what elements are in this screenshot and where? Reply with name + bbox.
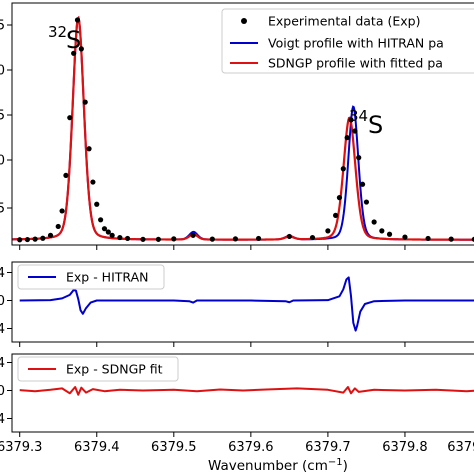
exp-data-point	[59, 208, 65, 214]
exp-data-point	[90, 179, 96, 185]
exp-data-point	[471, 236, 474, 242]
exp-data-point	[448, 236, 454, 242]
exp-data-point	[333, 212, 339, 218]
exp-data-point	[371, 219, 377, 225]
exp-data-point	[74, 17, 81, 23]
exp-data-point	[190, 232, 196, 238]
exp-data-point	[78, 46, 84, 52]
exp-data-point	[171, 236, 177, 242]
annotation-34s-element: S	[368, 111, 383, 139]
x-tick-label: 6379.3	[0, 440, 42, 455]
legend-exp-label: Experimental data (Exp)	[268, 14, 420, 29]
exp-data-point	[425, 235, 431, 242]
legend-exp-hitran-label: Exp - HITRAN	[66, 270, 149, 285]
exp-data-point	[101, 226, 108, 232]
exp-data-point	[55, 223, 61, 230]
exp-data-point	[402, 234, 408, 240]
spectrum-panel: .5 .0 .5 .0 .5 32 S 34 S Experimental data (…	[0, 2, 474, 246]
residual-hitran-frame	[11, 261, 474, 343]
residual-sdngp-legend-box	[17, 356, 179, 382]
annotation-34s: 34 S	[349, 107, 383, 139]
exp-data-point	[140, 236, 146, 242]
exp-data-point	[209, 236, 215, 242]
residual-y-tick-label: 0	[0, 294, 5, 309]
exp-data-point	[359, 181, 366, 187]
residual-hitran-legend-box	[17, 264, 165, 290]
exp-data-point	[336, 195, 343, 201]
main-y-tick-label: .5	[0, 19, 5, 34]
x-tick-label: 6379.6	[228, 440, 274, 455]
legend-exp-marker	[241, 18, 247, 24]
spectrum-panel-frame	[11, 2, 474, 246]
exp-data-point	[352, 128, 358, 134]
exp-data-point	[344, 135, 350, 141]
x-tick-label: 6379.7	[305, 440, 351, 455]
x-tick-label: 6379.8	[382, 440, 428, 455]
annotation-32s: 32 S	[48, 23, 81, 54]
x-axis-label-main: Wavenumber (cm	[208, 458, 328, 474]
exp-data-point	[105, 229, 111, 235]
main-legend: Experimental data (Exp) Voigt profile wi…	[221, 8, 474, 74]
exp-data-point	[356, 155, 362, 161]
x-tick-label: 6379.5	[151, 440, 197, 455]
residual-hitran-panel: 4 0 4 Exp - HITRAN	[0, 261, 474, 343]
exp-data-point	[348, 117, 354, 123]
exp-data-point	[82, 99, 88, 105]
x-axis-label-end: )	[343, 458, 348, 474]
residual-y-tick-label: 0	[0, 384, 5, 399]
x-tick-label: 6379.9	[447, 440, 474, 455]
exp-data-point	[17, 237, 23, 243]
exp-data-point	[155, 236, 161, 242]
main-y-tick-label: .5	[0, 109, 5, 124]
residual-line-r2	[19, 386, 474, 396]
exp-data-point	[232, 236, 239, 242]
exp-data-point	[363, 199, 370, 205]
exp-data-point	[63, 172, 69, 178]
exp-data-point	[255, 235, 262, 242]
x-tick-label: 6379.4	[74, 440, 120, 455]
exp-data-point	[386, 231, 393, 237]
exp-data-point	[40, 235, 46, 241]
exp-data-point	[325, 228, 331, 234]
exp-data-point	[98, 217, 104, 223]
residual-sdngp-legend: Exp - SDNGP fit	[17, 356, 179, 382]
residual-y-tick-label: 4	[0, 322, 5, 337]
exp-data-point	[24, 236, 31, 243]
main-legend-box	[221, 8, 474, 74]
exp-data-point	[117, 234, 123, 241]
exp-data-point	[309, 234, 316, 241]
exp-data-point	[379, 228, 385, 234]
annotation-32s-element: S	[66, 26, 81, 54]
legend-sdngp-label: SDNGP profile with fitted pa	[268, 56, 443, 71]
legend-voigt-label: Voigt profile with HITRAN pa	[268, 36, 444, 51]
exp-data-point	[67, 115, 73, 121]
residual-sdngp-panel: 4 0 4 6379.3 6379.4 6379.5 6379.6 6379.7 6379.8…	[0, 245, 474, 474]
residual-sdngp-frame	[11, 353, 474, 433]
exp-data-point	[86, 146, 92, 152]
exp-data-point	[340, 166, 346, 172]
residual-y-tick-label: 4	[0, 266, 5, 281]
main-y-tick-label: .0	[0, 64, 5, 79]
residual-hitran-legend: Exp - HITRAN	[17, 264, 165, 290]
exp-data-point	[109, 232, 115, 238]
residual-y-tick-label: 4	[0, 412, 5, 427]
annotation-34s-mass: 34	[349, 107, 368, 125]
exp-data-point	[71, 50, 77, 56]
x-axis-label-sup: −1	[328, 457, 343, 468]
annotation-32s-mass: 32	[48, 23, 67, 41]
main-y-tick-label: .5	[0, 202, 5, 217]
exp-data-point	[286, 233, 292, 240]
exp-data-point	[124, 235, 131, 242]
exp-data-point	[47, 232, 54, 238]
main-y-tick-label: .0	[0, 154, 5, 169]
legend-exp-sdngp-label: Exp - SDNGP fit	[66, 362, 163, 377]
exp-data-point	[32, 236, 38, 242]
residual-y-tick-label: 4	[0, 356, 5, 371]
exp-data-point	[94, 201, 100, 207]
residual-line-r1	[19, 276, 474, 332]
x-axis-label: Wavenumber (cm−1)	[208, 457, 348, 474]
